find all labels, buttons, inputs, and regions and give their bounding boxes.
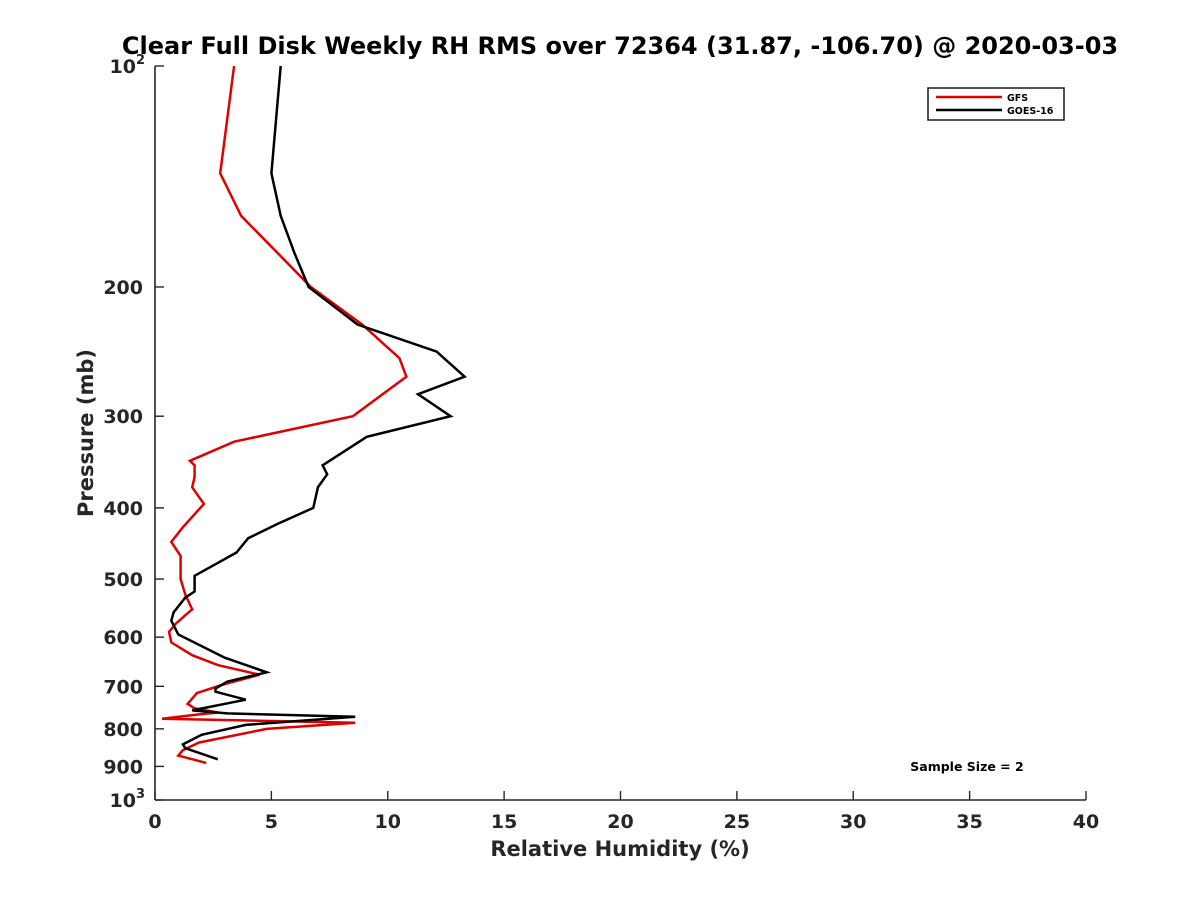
y-tick-label: 600 [103, 627, 143, 649]
y-tick-label: 400 [103, 498, 143, 520]
x-tick-label: 5 [265, 811, 278, 833]
y-tick-label: 103 [110, 787, 146, 812]
y-tick-label: 102 [110, 53, 146, 78]
x-tick-label: 25 [724, 811, 750, 833]
legend: GFS GOES-16 [927, 87, 1065, 121]
series-line-gfs [161, 65, 408, 765]
y-tick-label: 800 [103, 719, 143, 741]
sample-size-annotation: Sample Size = 2 [910, 759, 1023, 774]
series-line-goes16 [169, 65, 467, 761]
legend-label-goes16: GOES-16 [1007, 106, 1054, 117]
plot-area: 0 5 10 15 20 25 30 35 40 102 200 300 400 500 600 700 80… [103, 53, 1099, 833]
series-layer [161, 65, 467, 765]
x-tick-label: 30 [840, 811, 866, 833]
x-tick-label: 35 [956, 811, 982, 833]
y-axis-ticks: 102 200 300 400 500 600 700 800 900 103 [103, 53, 164, 812]
legend-box [927, 87, 1065, 121]
x-tick-label: 0 [148, 811, 161, 833]
x-tick-label: 15 [491, 811, 517, 833]
legend-label-gfs: GFS [1007, 93, 1028, 104]
x-axis-ticks: 0 5 10 15 20 25 30 35 40 [148, 791, 1099, 833]
x-tick-label: 40 [1073, 811, 1099, 833]
x-tick-label: 10 [375, 811, 401, 833]
x-tick-label: 20 [607, 811, 633, 833]
y-tick-label: 200 [103, 277, 143, 299]
y-tick-label: 300 [103, 406, 143, 428]
x-axis-label: Relative Humidity (%) [490, 837, 749, 861]
y-axis-label: Pressure (mb) [74, 349, 98, 517]
y-tick-label: 700 [103, 676, 143, 698]
y-tick-label: 500 [103, 569, 143, 591]
y-tick-label: 900 [103, 756, 143, 778]
chart-title: Clear Full Disk Weekly RH RMS over 72364… [122, 32, 1118, 60]
